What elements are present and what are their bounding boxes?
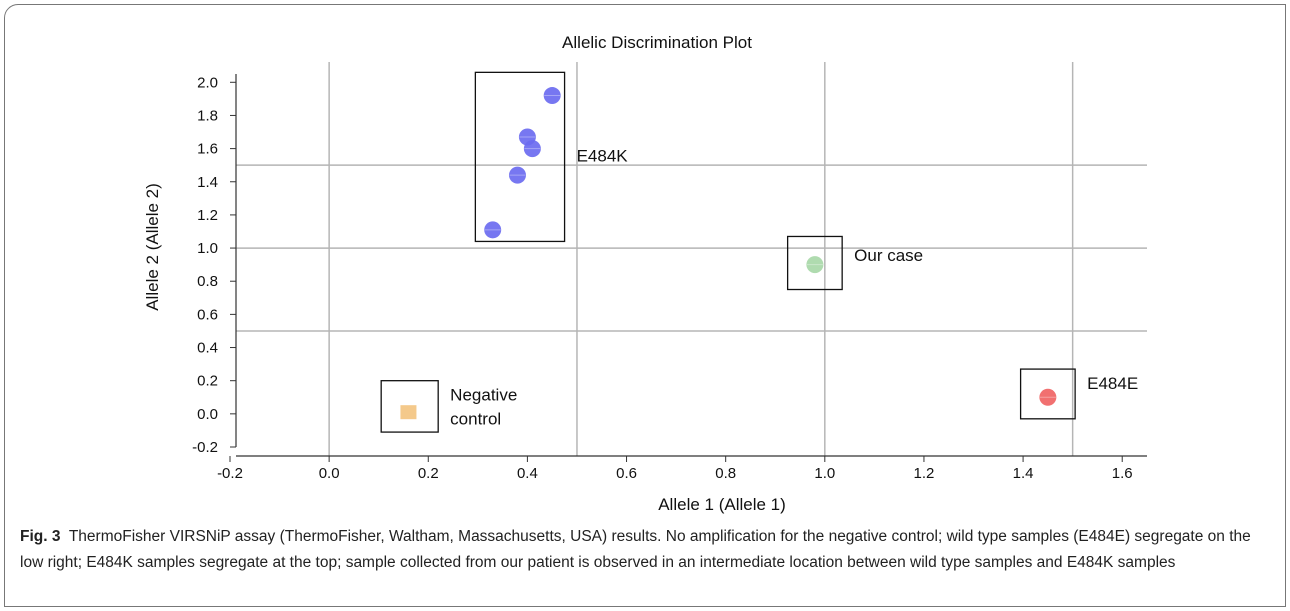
data-point (1039, 388, 1057, 406)
figure-frame (4, 4, 1286, 607)
x-axis-ticks: -0.2 0.0 0.2 0.4 0.6 0.8 1.0 1.2 1.4 1.6 (217, 456, 1133, 482)
data-points (400, 87, 1057, 420)
annotation-label: Our case (854, 246, 923, 265)
annotation-label: Negative control (450, 386, 517, 429)
annotation-label: E484K (577, 146, 629, 165)
y-axis-ticks: -0.2 0.0 0.2 0.4 0.6 0.8 1.0 1.2 1.4 1.6 1.8 2.0 (192, 74, 236, 456)
grid-lines (236, 62, 1147, 456)
x-tick-label: 1.4 (1013, 465, 1034, 482)
x-tick-label: 0.8 (715, 465, 736, 482)
x-tick-label: 1.0 (814, 465, 835, 482)
x-tick-label: 1.2 (914, 465, 935, 482)
scatter-plot: Allelic Discrimination Plot -0.2 0.0 0.2 0.… (143, 33, 1147, 514)
data-point (523, 140, 541, 158)
y-tick-label: 1.8 (197, 107, 218, 124)
axes (235, 74, 1147, 457)
y-tick-label: 0.0 (197, 406, 218, 423)
y-tick-label: 0.8 (197, 273, 218, 290)
y-tick-label: 0.6 (197, 306, 218, 323)
y-tick-label: 0.4 (197, 340, 218, 357)
annotation-box (1019, 368, 1076, 420)
data-point (508, 166, 526, 184)
y-tick-label: 1.4 (197, 174, 218, 191)
x-tick-label: 0.2 (418, 465, 439, 482)
x-tick-label: 0.4 (517, 465, 538, 482)
annotation-boxes: E484K Our case E484E Negative control (380, 71, 1138, 433)
annotation-box (380, 380, 439, 433)
y-tick-label: 1.2 (197, 207, 218, 224)
annotation-box (786, 235, 843, 291)
x-tick-label: -0.2 (217, 465, 243, 482)
x-tick-label: 0.6 (616, 465, 637, 482)
y-tick-label: 1.0 (197, 240, 218, 257)
data-point (806, 256, 824, 274)
data-point (484, 221, 502, 239)
figure-caption: Fig. 3 ThermoFisher VIRSNiP assay (Therm… (20, 524, 1270, 576)
figure-label: Fig. 3 (20, 528, 61, 545)
data-point (400, 405, 417, 420)
annotation-box (474, 71, 566, 243)
x-tick-label: 1.6 (1112, 465, 1133, 482)
y-tick-label: 2.0 (197, 74, 218, 91)
caption-text: ThermoFisher VIRSNiP assay (ThermoFisher… (20, 528, 1251, 571)
annotation-label: E484E (1087, 374, 1138, 393)
data-point (543, 87, 561, 105)
y-tick-label: 1.6 (197, 141, 218, 158)
x-tick-label: 0.0 (319, 465, 340, 482)
y-tick-label: 0.2 (197, 373, 218, 390)
y-axis-label: Allele 2 (Allele 2) (143, 183, 162, 311)
x-axis-label: Allele 1 (Allele 1) (658, 495, 786, 514)
y-tick-label: -0.2 (192, 439, 218, 456)
chart-title: Allelic Discrimination Plot (562, 33, 752, 52)
